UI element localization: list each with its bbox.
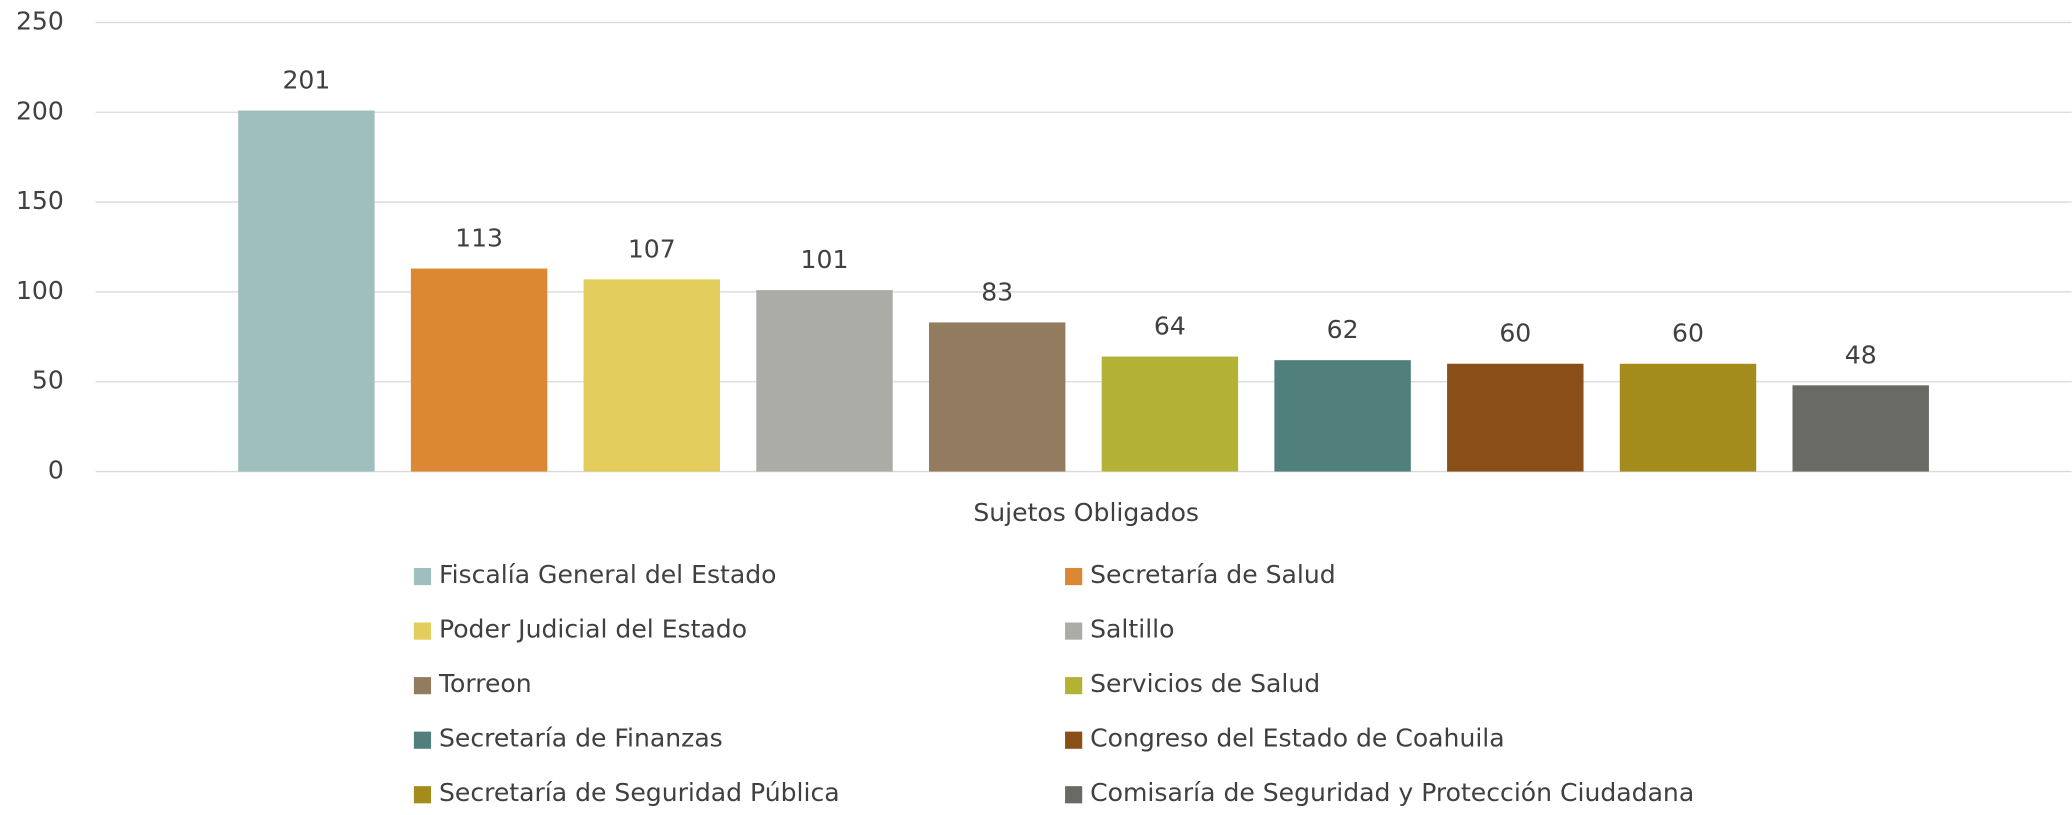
y-tick-label: 100 bbox=[16, 276, 64, 305]
legend-label: Secretaría de Seguridad Pública bbox=[439, 778, 840, 807]
data-label: 101 bbox=[801, 245, 849, 274]
data-label: 60 bbox=[1499, 319, 1531, 348]
bar bbox=[928, 322, 1066, 472]
legend-swatch bbox=[1065, 622, 1083, 640]
data-label: 60 bbox=[1672, 319, 1704, 348]
legend-label: Poder Judicial del Estado bbox=[439, 614, 747, 643]
y-tick-label: 150 bbox=[16, 186, 64, 215]
legend-swatch bbox=[1065, 567, 1083, 586]
bar bbox=[1101, 356, 1239, 472]
legend-swatch bbox=[413, 567, 432, 586]
y-tick-label: 0 bbox=[48, 456, 64, 485]
legend-label: Fiscalía General del Estado bbox=[439, 560, 777, 589]
bar bbox=[756, 290, 893, 472]
legend-swatch bbox=[1065, 731, 1083, 749]
bar bbox=[238, 110, 375, 472]
legend-label: Saltillo bbox=[1090, 614, 1174, 643]
legend-swatch bbox=[413, 677, 432, 695]
data-label: 64 bbox=[1154, 312, 1186, 341]
legend-label: Secretaría de Salud bbox=[1090, 560, 1336, 589]
bar bbox=[1792, 385, 1929, 472]
legend-swatch bbox=[1065, 786, 1083, 804]
data-label: 107 bbox=[628, 234, 676, 263]
bar bbox=[1274, 360, 1411, 472]
data-label: 201 bbox=[282, 65, 330, 94]
bar bbox=[1447, 363, 1584, 472]
legend-swatch bbox=[413, 622, 432, 640]
bar bbox=[1619, 363, 1757, 472]
y-tick-label: 50 bbox=[32, 366, 64, 395]
y-tick-label: 250 bbox=[16, 6, 64, 35]
legend-label: Torreon bbox=[438, 669, 532, 698]
legend-swatch bbox=[1065, 677, 1083, 695]
legend-label: Comisaría de Seguridad y Protección Ciud… bbox=[1090, 778, 1694, 807]
data-label: 48 bbox=[1845, 340, 1877, 369]
legend-label: Secretaría de Finanzas bbox=[439, 724, 723, 753]
bar bbox=[583, 279, 721, 472]
y-tick-label: 200 bbox=[16, 96, 64, 125]
legend-label: Congreso del Estado de Coahuila bbox=[1090, 724, 1505, 753]
legend-label: Servicios de Salud bbox=[1090, 669, 1320, 698]
bar bbox=[410, 268, 548, 472]
legend-swatch bbox=[413, 786, 432, 804]
data-label: 113 bbox=[455, 223, 503, 252]
legend-swatch bbox=[413, 731, 432, 749]
data-label: 62 bbox=[1327, 315, 1359, 344]
data-label: 83 bbox=[981, 277, 1013, 306]
x-axis-category: Sujetos Obligados bbox=[973, 498, 1199, 527]
